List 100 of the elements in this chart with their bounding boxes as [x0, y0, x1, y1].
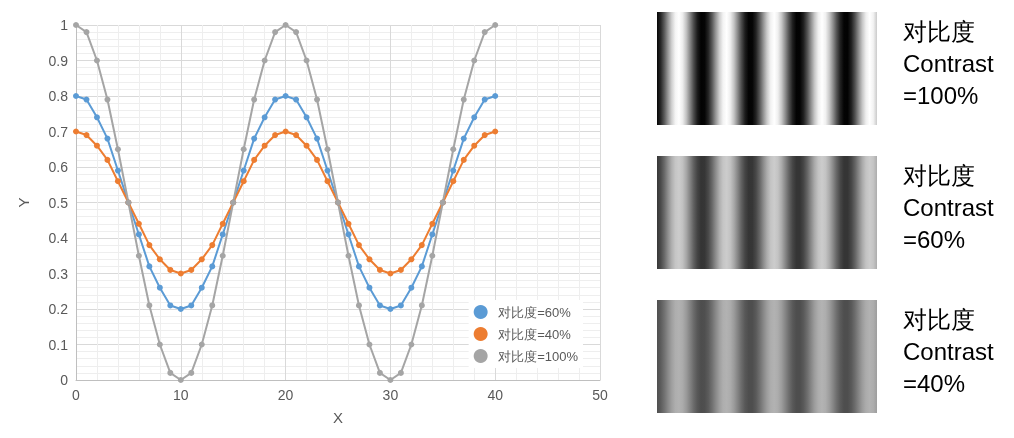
point: [282, 93, 289, 99]
point: [272, 29, 279, 36]
point: [376, 302, 383, 309]
y-tick-label: 1: [60, 17, 69, 33]
point: [83, 96, 90, 103]
text: 对比度 Contrast =40%: [903, 305, 994, 399]
point: [355, 242, 362, 249]
point: [355, 302, 362, 309]
point: [135, 220, 142, 227]
y-tick-label: 0.9: [48, 52, 69, 69]
point: [324, 146, 331, 153]
point: [251, 96, 258, 103]
point: [156, 284, 163, 291]
point: [93, 114, 100, 121]
x-tick-label: 10: [173, 387, 189, 403]
point: [408, 284, 415, 291]
point: [418, 263, 425, 270]
point: [345, 231, 352, 238]
point: [324, 178, 331, 185]
point: [492, 22, 499, 28]
point: [219, 220, 226, 227]
point: [240, 178, 247, 185]
point: [104, 156, 111, 163]
legend-label: 对比度=60%: [498, 304, 572, 320]
point: [282, 22, 289, 28]
y-tick-label: 0.3: [48, 265, 69, 282]
y-tick-label: 0: [60, 372, 69, 388]
point: [324, 167, 331, 174]
point: [188, 369, 195, 376]
text: 对比度 Contrast =100%: [903, 17, 994, 111]
point: [93, 142, 100, 149]
point: [397, 266, 404, 273]
point: [146, 242, 153, 249]
point: [114, 178, 121, 185]
legend-label: 对比度=100%: [498, 348, 579, 364]
x-axis-title: X: [332, 409, 344, 426]
point: [209, 263, 216, 270]
y-tick-label: 0.1: [48, 336, 69, 353]
point: [303, 57, 310, 64]
point: [73, 93, 79, 99]
point: [198, 341, 205, 348]
point: [492, 128, 499, 135]
point: [177, 270, 184, 277]
point: [418, 242, 425, 249]
y-tick-label: 0.2: [48, 301, 69, 317]
y-tick-label: 0.8: [48, 88, 69, 104]
point: [114, 167, 121, 174]
point: [251, 156, 258, 163]
point: [146, 302, 153, 309]
point: [397, 302, 404, 309]
point: [293, 29, 300, 36]
point: [314, 156, 321, 163]
x-tick-label: 0: [72, 387, 81, 403]
x-tick-label: 40: [487, 387, 504, 403]
y-axis-title: Y: [15, 197, 32, 208]
y-tick-label: 0.5: [48, 194, 69, 211]
legend-label: 对比度=40%: [498, 326, 572, 342]
point: [460, 156, 467, 163]
point: [387, 377, 394, 383]
point: [156, 256, 163, 263]
point: [471, 114, 478, 121]
x-tick-label: 20: [277, 387, 294, 403]
point: [83, 132, 90, 139]
point: [471, 142, 478, 149]
point: [114, 146, 121, 153]
point: [135, 252, 142, 259]
point: [387, 306, 394, 312]
point: [314, 135, 321, 142]
point: [104, 96, 111, 103]
point: [303, 114, 310, 121]
point: [272, 96, 279, 103]
point: [492, 93, 499, 99]
point: [272, 132, 279, 139]
point: [188, 302, 195, 309]
point: [177, 306, 184, 312]
point: [366, 284, 373, 291]
point: [177, 377, 184, 383]
point: [93, 57, 100, 64]
point: [167, 369, 174, 376]
x-tick-label: 30: [382, 387, 399, 403]
point: [460, 96, 467, 103]
x-tick-label: 50: [592, 387, 608, 403]
point: [135, 231, 142, 238]
point: [408, 256, 415, 263]
point: [345, 252, 352, 259]
point: [345, 220, 352, 227]
point: [471, 57, 478, 64]
point: [481, 132, 488, 139]
y-tick-label: 0.4: [48, 230, 69, 246]
point: [293, 96, 300, 103]
point: [198, 256, 205, 263]
point: [261, 142, 268, 149]
point: [73, 128, 79, 135]
point: [481, 29, 488, 36]
text: 对比度 Contrast =60%: [903, 161, 994, 255]
point: [261, 114, 268, 121]
point: [219, 252, 226, 259]
point: [73, 22, 79, 28]
point: [240, 146, 247, 153]
point: [460, 135, 467, 142]
